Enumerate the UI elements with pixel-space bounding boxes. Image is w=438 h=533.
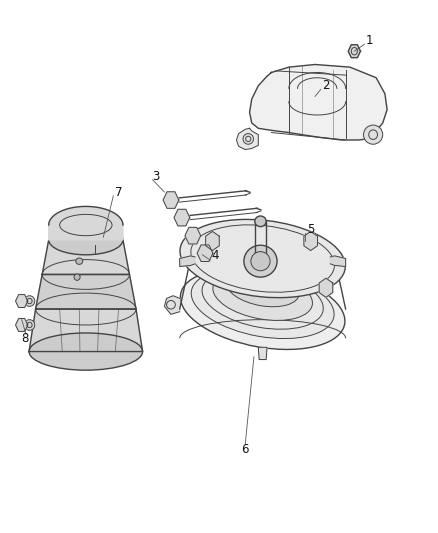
Ellipse shape [74, 274, 80, 280]
Polygon shape [29, 309, 143, 352]
Ellipse shape [29, 333, 143, 370]
Polygon shape [180, 256, 195, 266]
Ellipse shape [180, 220, 345, 297]
Polygon shape [15, 295, 28, 308]
Polygon shape [197, 245, 213, 262]
Polygon shape [15, 319, 28, 332]
Ellipse shape [213, 271, 312, 320]
Text: 6: 6 [241, 443, 249, 456]
Text: 4: 4 [211, 249, 219, 262]
Text: 1: 1 [366, 34, 373, 47]
Text: 8: 8 [21, 332, 28, 345]
Ellipse shape [226, 269, 300, 306]
Ellipse shape [255, 216, 266, 227]
Ellipse shape [49, 225, 123, 255]
Ellipse shape [180, 269, 345, 350]
Text: 3: 3 [152, 169, 159, 183]
Polygon shape [206, 231, 219, 251]
Text: 2: 2 [322, 79, 330, 92]
Polygon shape [163, 192, 179, 208]
Text: 7: 7 [115, 185, 122, 199]
Ellipse shape [191, 269, 334, 338]
Ellipse shape [251, 252, 270, 271]
Ellipse shape [364, 125, 383, 144]
Polygon shape [237, 128, 258, 150]
Ellipse shape [76, 258, 83, 264]
Polygon shape [348, 45, 360, 58]
Polygon shape [319, 278, 333, 297]
Polygon shape [42, 240, 130, 274]
Polygon shape [35, 274, 136, 309]
Polygon shape [250, 64, 387, 140]
Polygon shape [174, 209, 190, 226]
Polygon shape [258, 348, 267, 360]
Ellipse shape [24, 296, 35, 306]
Polygon shape [304, 231, 318, 251]
Ellipse shape [24, 320, 35, 330]
Ellipse shape [244, 245, 277, 277]
Ellipse shape [243, 134, 254, 144]
Text: 5: 5 [307, 223, 314, 236]
Polygon shape [164, 296, 180, 314]
Polygon shape [330, 256, 346, 266]
Polygon shape [49, 206, 123, 240]
Polygon shape [185, 228, 201, 244]
